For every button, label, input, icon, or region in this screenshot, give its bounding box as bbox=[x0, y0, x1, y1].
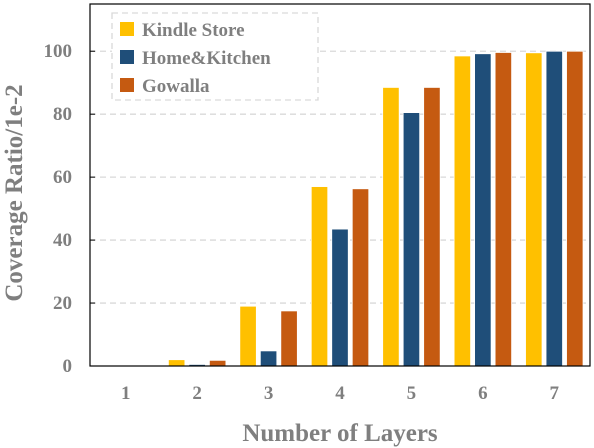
y-tick-label: 60 bbox=[53, 167, 72, 188]
bar bbox=[494, 52, 513, 367]
bar bbox=[351, 188, 370, 367]
x-tick-label: 3 bbox=[264, 383, 274, 404]
legend-label: Kindle Store bbox=[142, 20, 245, 41]
bar bbox=[545, 50, 563, 367]
plot-frame bbox=[89, 3, 591, 367]
y-tick-label: 40 bbox=[53, 230, 72, 251]
x-tick-label: 6 bbox=[478, 383, 488, 404]
x-axis-ticks: 1 2 3 4 5 6 7 bbox=[121, 383, 560, 404]
bar bbox=[208, 359, 227, 367]
legend-swatch bbox=[120, 50, 134, 64]
bar bbox=[474, 53, 492, 367]
legend-label: Gowalla bbox=[142, 76, 210, 97]
y-axis-ticks: 0 20 40 60 80 100 bbox=[44, 41, 95, 377]
legend-label: Home&Kitchen bbox=[142, 48, 271, 69]
bar bbox=[259, 350, 278, 367]
x-tick-label: 5 bbox=[407, 383, 417, 404]
y-tick-label: 80 bbox=[53, 104, 72, 125]
bar-series bbox=[167, 50, 584, 367]
bar bbox=[525, 52, 543, 367]
bar bbox=[453, 55, 472, 367]
bar bbox=[310, 186, 329, 367]
x-tick-label: 1 bbox=[121, 383, 131, 404]
bar bbox=[239, 305, 257, 367]
x-tick-label: 4 bbox=[335, 383, 345, 404]
y-tick-label: 100 bbox=[44, 41, 73, 62]
legend-swatch bbox=[120, 22, 134, 36]
bar bbox=[167, 359, 186, 367]
bar bbox=[423, 87, 441, 367]
y-tick-label: 20 bbox=[53, 293, 72, 314]
x-tick-label: 2 bbox=[192, 383, 202, 404]
bar bbox=[280, 310, 298, 367]
bar bbox=[566, 50, 584, 367]
legend-swatch bbox=[120, 78, 134, 92]
x-tick-label: 7 bbox=[550, 383, 560, 404]
legend: Kindle Store Home&Kitchen Gowalla bbox=[111, 12, 319, 101]
bar bbox=[382, 87, 400, 367]
y-axis-label: Coverage Ratio/1e-2 bbox=[1, 84, 28, 301]
x-axis-label: Number of Layers bbox=[242, 420, 438, 447]
bar bbox=[331, 228, 349, 367]
legend-box bbox=[111, 12, 319, 101]
y-tick-label: 0 bbox=[63, 356, 73, 377]
bar bbox=[402, 112, 421, 367]
